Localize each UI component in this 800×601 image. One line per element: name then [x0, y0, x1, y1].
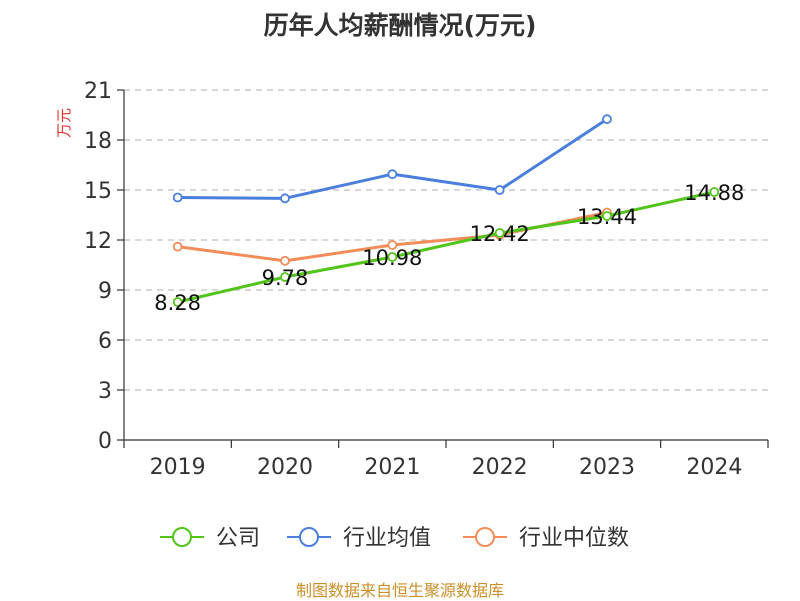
data-point	[494, 228, 505, 238]
x-tick-label: 2021	[364, 455, 420, 480]
data-point	[387, 169, 398, 180]
data-label: 9.78	[262, 266, 309, 290]
data-point	[172, 192, 183, 203]
data-point	[172, 297, 183, 307]
x-tick-label: 2019	[150, 455, 206, 480]
legend-label[interactable]: 公司	[216, 526, 260, 551]
data-label: 8.28	[154, 291, 201, 315]
legend-marker[interactable]	[299, 527, 319, 547]
data-label: 14.88	[684, 181, 744, 205]
legend-marker[interactable]	[172, 527, 192, 547]
data-point	[494, 185, 505, 195]
y-tick-label: 12	[84, 229, 112, 254]
data-point	[387, 240, 398, 250]
y-tick-label: 6	[98, 329, 112, 354]
legend-label[interactable]: 行业中位数	[519, 526, 629, 551]
legend-marker[interactable]	[475, 527, 495, 547]
data-point	[387, 252, 398, 262]
y-tick-label: 18	[84, 129, 112, 154]
data-label: 13.44	[577, 205, 637, 229]
y-tick-label: 0	[98, 429, 112, 454]
y-axis-unit: 万元	[55, 108, 73, 138]
data-point	[172, 241, 183, 252]
x-tick-label: 2023	[579, 455, 635, 480]
chart-title: 历年人均薪酬情况(万元)	[263, 11, 537, 40]
y-tick-label: 3	[98, 379, 112, 404]
data-point	[709, 187, 720, 197]
y-tick-label: 15	[84, 179, 112, 204]
data-point	[280, 272, 290, 282]
data-label: 10.98	[362, 246, 422, 270]
x-tick-label: 2024	[686, 455, 742, 480]
data-point	[280, 193, 290, 204]
series-line	[177, 117, 608, 200]
x-tick-label: 2022	[472, 455, 528, 480]
data-label: 12.42	[470, 222, 530, 246]
legend-label[interactable]: 行业均值	[343, 526, 431, 551]
data-point	[602, 211, 612, 221]
series-line	[177, 190, 715, 304]
x-tick-label: 2020	[257, 455, 313, 480]
data-point	[280, 255, 290, 266]
source-note: 制图数据来自恒生聚源数据库	[295, 581, 504, 600]
y-tick-label: 21	[84, 79, 112, 104]
data-point	[602, 114, 612, 125]
y-tick-label: 9	[98, 279, 112, 304]
